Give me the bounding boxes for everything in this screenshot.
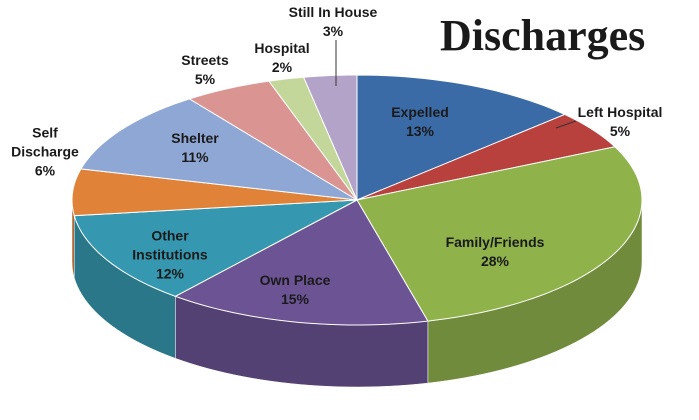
- pie-slice: [302, 74, 358, 201]
- category-label: Left Hospital: [577, 104, 663, 120]
- value-label: 2%: [271, 59, 293, 75]
- category-label: Own Place: [259, 272, 331, 288]
- pie-slice: [73, 199, 358, 297]
- category-label: Hospital: [254, 40, 310, 56]
- slice-label: Expelled 13%: [391, 103, 449, 141]
- slice-label: Own Place 15%: [260, 271, 331, 309]
- pie-slice: [80, 98, 358, 201]
- value-label: 6%: [34, 162, 56, 179]
- category-label: Streets: [181, 52, 229, 68]
- value-label: 12%: [155, 265, 185, 282]
- slice-label: Family/Friends 28%: [446, 233, 545, 271]
- pie-slice: [71, 168, 358, 217]
- category-label: Shelter: [171, 130, 219, 146]
- chart-title: Discharges: [440, 11, 646, 60]
- value-label: 11%: [181, 149, 209, 165]
- category-label: Family/Friends: [445, 234, 545, 250]
- slice-label: Streets 5%: [181, 51, 228, 89]
- pie-slice: [356, 146, 643, 322]
- slice-label: Hospital 2%: [254, 39, 309, 77]
- value-label: 5%: [609, 123, 631, 139]
- value-label: 3%: [322, 23, 344, 39]
- category-label: Self Discharge: [11, 124, 79, 160]
- value-label: 28%: [480, 253, 510, 269]
- category-label: Other Institutions: [132, 227, 208, 263]
- leader-line: [555, 120, 577, 129]
- pie-slice: [356, 113, 616, 201]
- pie-slice: [174, 199, 429, 326]
- slice-label: Other Institutions 12%: [120, 227, 220, 284]
- slice-label: Self Discharge 6%: [8, 124, 83, 181]
- value-label: 5%: [194, 71, 216, 87]
- slice-label: Left Hospital 5%: [578, 103, 663, 141]
- value-label: 15%: [280, 291, 310, 307]
- slice-label: Still In House 3%: [289, 3, 378, 41]
- category-label: Still In House: [288, 4, 378, 20]
- value-label: 13%: [405, 123, 435, 139]
- category-label: Expelled: [391, 104, 449, 120]
- pie-slice: [356, 74, 567, 201]
- pie-slice: [188, 80, 358, 201]
- slice-label: Shelter 11%: [171, 129, 218, 167]
